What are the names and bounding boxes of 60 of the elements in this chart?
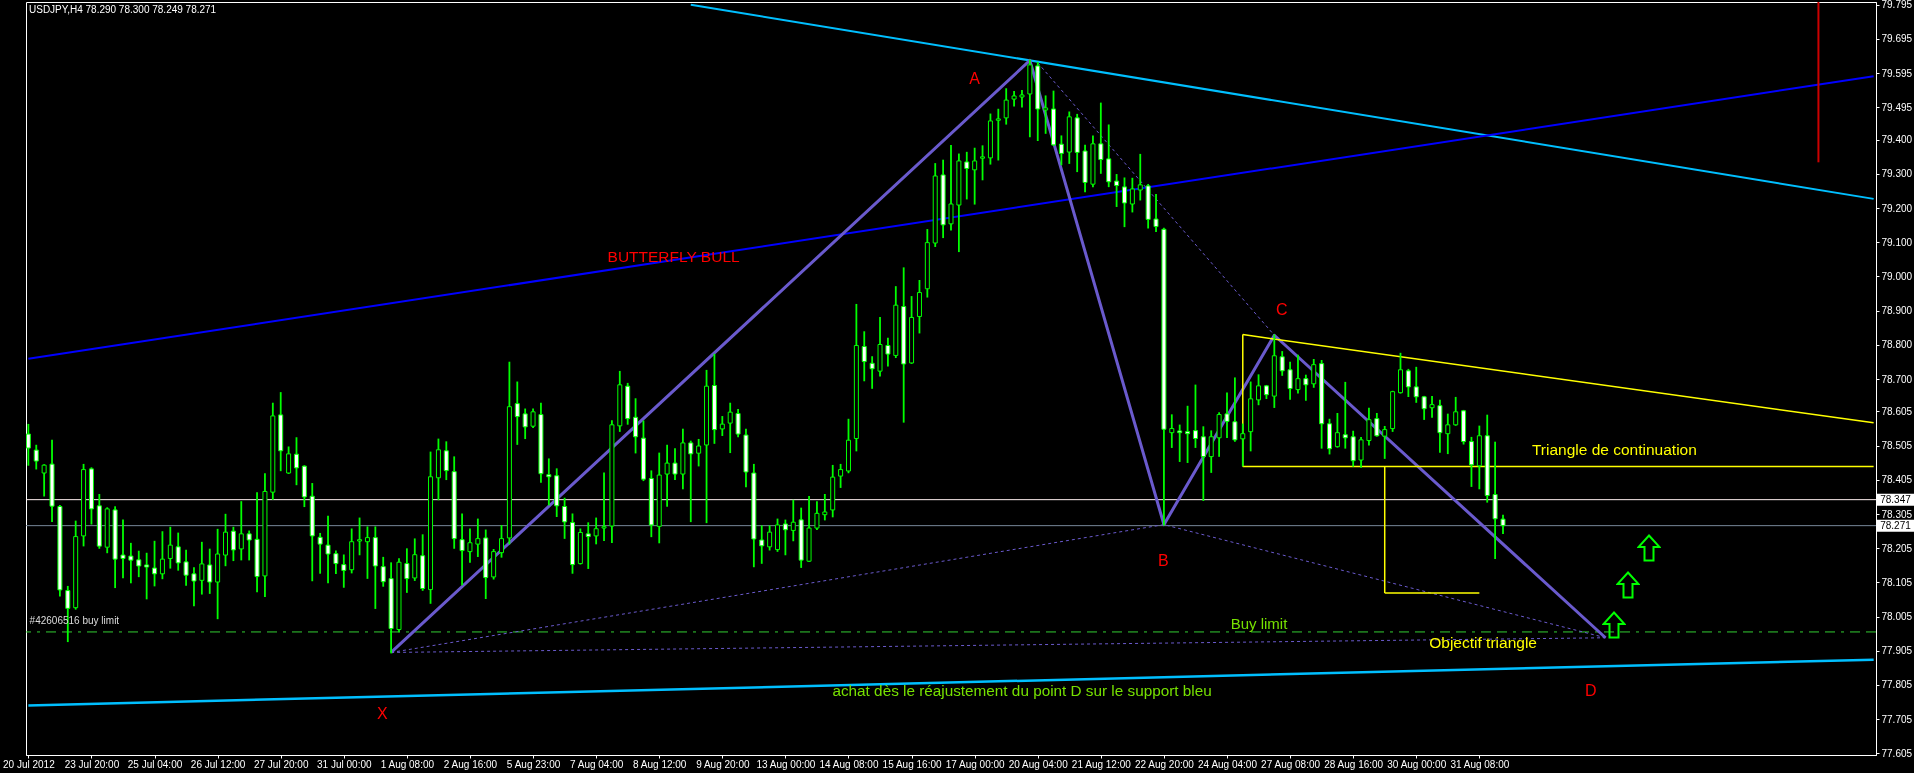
- y-tick-label: 78.800: [1881, 339, 1913, 351]
- x-tick-label: 20 Aug 04:00: [1008, 758, 1069, 770]
- x-tick-label: 17 Aug 00:00: [945, 758, 1006, 770]
- x-tick-label: 23 Jul 20:00: [64, 758, 120, 770]
- x-tick-label: 26 Jul 12:00: [190, 758, 246, 770]
- x-tick-label: 28 Aug 16:00: [1324, 758, 1384, 770]
- y-tick-label: 77.805: [1881, 679, 1913, 691]
- chart-title: USDJPY,H4 78.290 78.300 78.249 78.271: [29, 4, 217, 15]
- annotation: BUTTERFLY BULL: [607, 248, 741, 265]
- y-tick-label: 77.905: [1881, 645, 1913, 657]
- x-tick-label: 27 Aug 08:00: [1261, 758, 1321, 770]
- y-tick-label: 79.200: [1881, 202, 1913, 214]
- annotation: D: [1584, 682, 1597, 699]
- x-tick-label: 7 Aug 04:00: [569, 758, 624, 770]
- y-tick-label: 77.605: [1881, 747, 1913, 759]
- y-tick-label: 79.495: [1881, 101, 1913, 113]
- y-tick-label: 79.400: [1881, 134, 1913, 146]
- x-tick-label: 5 Aug 23:00: [506, 758, 561, 770]
- x-tick-label: 31 Aug 08:00: [1450, 758, 1510, 770]
- y-tick-label: 78.900: [1881, 305, 1913, 317]
- ref-line-label: 78.271: [1880, 519, 1912, 531]
- x-tick-label: 15 Aug 16:00: [882, 758, 942, 770]
- x-tick-label: 24 Aug 04:00: [1198, 758, 1258, 770]
- y-tick-label: 78.505: [1881, 440, 1913, 452]
- x-tick-label: 30 Aug 00:00: [1387, 758, 1447, 770]
- y-tick-label: 79.100: [1881, 236, 1913, 248]
- x-tick-label: 27 Jul 20:00: [253, 758, 309, 770]
- annotation: Objectif triangle: [1429, 634, 1537, 651]
- x-tick-label: 2 Aug 16:00: [443, 758, 498, 770]
- annotation: C: [1275, 301, 1288, 318]
- annotation: B: [1157, 552, 1169, 569]
- y-tick-label: 78.405: [1881, 474, 1913, 486]
- y-tick-label: 79.695: [1881, 33, 1913, 45]
- x-tick-label: 1 Aug 08:00: [380, 758, 435, 770]
- x-tick-label: 8 Aug 12:00: [633, 758, 687, 770]
- x-tick-label: 13 Aug 00:00: [756, 758, 816, 770]
- y-tick-label: 78.105: [1881, 576, 1913, 588]
- annotation: Buy limit: [1230, 615, 1289, 632]
- y-tick-label: 79.000: [1881, 270, 1913, 282]
- x-tick-label: 14 Aug 08:00: [819, 758, 879, 770]
- annotation: X: [377, 705, 389, 722]
- y-tick-label: 78.205: [1881, 542, 1913, 554]
- y-tick-label: 78.605: [1881, 405, 1913, 417]
- y-tick-label: 78.700: [1881, 373, 1913, 385]
- x-tick-label: 31 Jul 00:00: [317, 758, 372, 770]
- ref-line-label: 78.347: [1880, 493, 1912, 505]
- annotation: achat dès le réajustement du point D sur le support bleu: [832, 682, 1212, 699]
- x-tick-label: 20 Jul 2012: [3, 758, 56, 770]
- y-tick-label: 78.305: [1881, 508, 1913, 520]
- y-tick-label: 79.300: [1881, 168, 1913, 180]
- x-tick-label: 22 Aug 20:00: [1134, 758, 1195, 770]
- y-tick-label: 77.705: [1881, 713, 1913, 725]
- annotation: A: [969, 70, 981, 87]
- y-tick-label: 79.595: [1881, 67, 1913, 79]
- x-tick-label: 21 Aug 12:00: [1071, 758, 1132, 770]
- y-tick-label: 79.795: [1881, 0, 1913, 11]
- x-tick-label: 9 Aug 20:00: [696, 758, 750, 770]
- annotation: Triangle de continuation: [1531, 441, 1697, 458]
- x-tick-label: 25 Jul 04:00: [127, 758, 183, 770]
- y-tick-label: 78.005: [1881, 611, 1913, 623]
